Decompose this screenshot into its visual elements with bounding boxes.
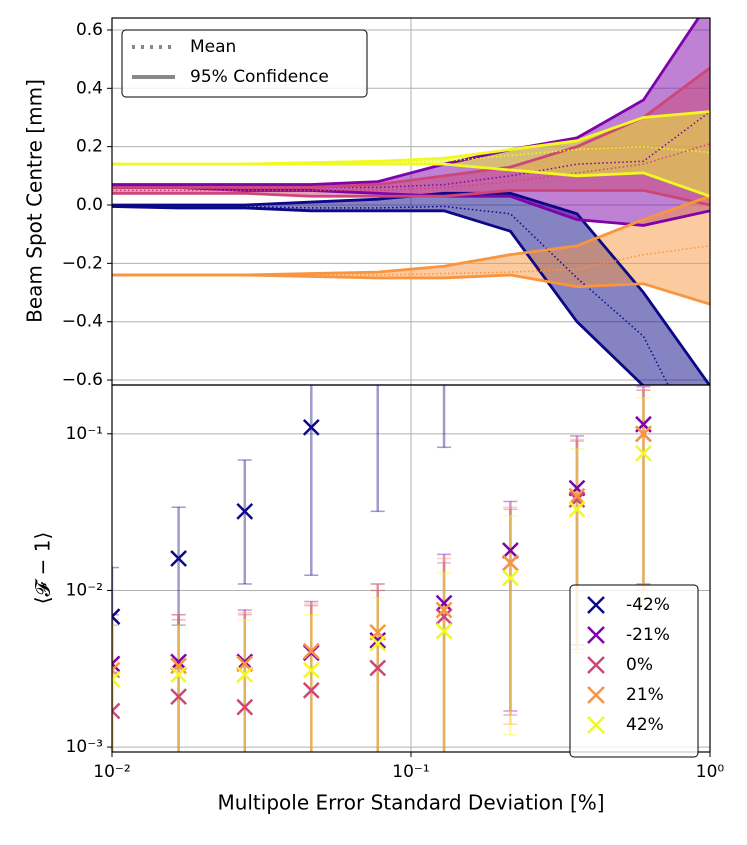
plot-area xyxy=(112,18,710,385)
confidence-line xyxy=(112,189,710,207)
marker xyxy=(170,550,187,567)
confidence-line xyxy=(112,66,710,189)
y-tick-label: −0.6 xyxy=(62,370,103,390)
marker xyxy=(437,332,452,347)
x-axis-label: Multipole Error Standard Deviation [%] xyxy=(217,791,604,815)
marker xyxy=(112,655,121,673)
legend-label: 0% xyxy=(626,655,653,675)
legend-label: -42% xyxy=(626,595,670,615)
y-tick-label: 10⁻² xyxy=(66,580,103,600)
marker xyxy=(302,682,320,699)
confidence-band xyxy=(112,196,710,305)
marker xyxy=(568,487,586,505)
y-tick-label: 0.0 xyxy=(76,195,103,215)
marker xyxy=(236,653,254,671)
marker xyxy=(568,500,586,518)
marker xyxy=(236,698,254,716)
marker xyxy=(370,352,385,367)
legend-label: Mean xyxy=(190,37,236,57)
marker xyxy=(236,666,254,684)
y-tick-label: 0.6 xyxy=(76,20,103,40)
marker xyxy=(435,622,453,640)
y-tick-label: 0.4 xyxy=(76,78,103,98)
y-tick-label: −0.4 xyxy=(62,312,103,332)
marker xyxy=(170,666,187,684)
marker xyxy=(236,502,254,520)
marker xyxy=(302,418,320,436)
legend-label: -21% xyxy=(626,625,670,645)
y-tick-label: −0.2 xyxy=(62,253,103,273)
x-tick-label: 10⁻² xyxy=(93,762,130,782)
legend-marker xyxy=(587,656,605,674)
confidence-band xyxy=(112,111,710,197)
marker xyxy=(112,671,121,688)
legend-marker xyxy=(587,596,605,614)
marker xyxy=(302,661,320,679)
x-tick-label: 10⁻¹ xyxy=(392,762,429,782)
marker xyxy=(170,688,187,705)
marker xyxy=(112,702,121,720)
legend-label: 21% xyxy=(626,685,664,705)
confidence-line xyxy=(112,186,710,227)
marker xyxy=(502,542,519,559)
legend-marker xyxy=(587,686,605,704)
confidence-line xyxy=(112,18,701,186)
confidence-line xyxy=(112,205,645,385)
legend-box xyxy=(121,29,368,98)
marker xyxy=(502,554,519,572)
y-axis-label: ⟨𝓕 − 1⟩ xyxy=(31,532,55,605)
marker xyxy=(302,642,320,660)
marker xyxy=(435,601,453,619)
marker xyxy=(435,608,453,626)
legend-label: 42% xyxy=(626,715,664,735)
marker xyxy=(502,569,519,587)
marker xyxy=(112,608,121,626)
marker xyxy=(369,659,387,677)
y-tick-label: 10⁻³ xyxy=(66,737,103,757)
plot-area xyxy=(112,332,652,752)
marker xyxy=(170,653,187,671)
legend-marker xyxy=(587,716,605,734)
marker xyxy=(635,425,652,443)
legend-marker xyxy=(587,626,605,644)
x-tick-label: 10⁰ xyxy=(696,762,725,782)
marker xyxy=(369,634,387,652)
marker xyxy=(435,594,453,612)
y-tick-label: 0.2 xyxy=(76,137,103,157)
y-tick-label: 10⁻¹ xyxy=(66,424,103,444)
marker xyxy=(369,631,387,649)
y-axis-label: Beam Spot Centre [mm] xyxy=(23,79,47,323)
confidence-line xyxy=(112,273,710,306)
legend-label: 95% Confidence xyxy=(190,67,329,87)
confidence-band xyxy=(112,193,710,385)
confidence-line xyxy=(112,162,710,198)
marker xyxy=(635,445,652,462)
